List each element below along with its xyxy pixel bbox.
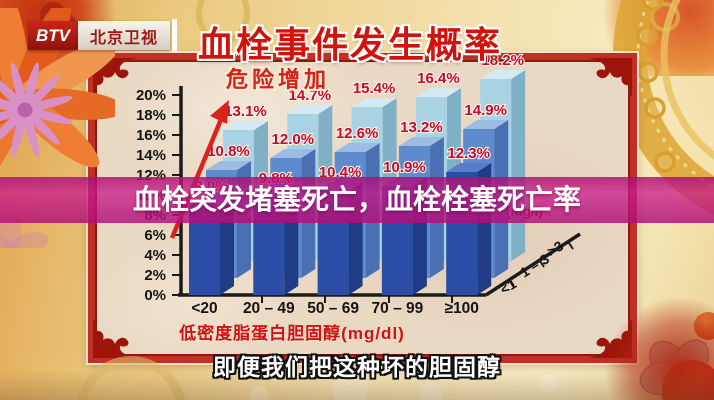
- btv-logo: BTV: [28, 21, 78, 50]
- broadcaster-logo: BTV 北京卫视: [28, 19, 177, 52]
- logo-divider-bar: [172, 19, 177, 52]
- caption-text: 即便我们把这种坏的胆固醇: [213, 354, 501, 380]
- page-title: 血栓事件发生概率: [197, 24, 502, 65]
- bokeh-light: [250, 386, 268, 400]
- bokeh-light: [332, 372, 368, 400]
- cloud-scroll-corner-ornament: [93, 58, 139, 96]
- subtitle-text: 血栓突发堵塞死亡，血栓栓塞死亡率: [132, 184, 581, 215]
- risk-increase-annotation: 危险增加: [226, 67, 331, 92]
- cloud-scroll-corner-ornament: [586, 58, 632, 96]
- channel-name: 北京卫视: [78, 21, 170, 50]
- cloud-scroll-corner-ornament: [93, 320, 139, 358]
- bokeh-light: [420, 382, 442, 400]
- subtitle-overlay-band: 血栓突发堵塞死亡，血栓栓塞死亡率: [0, 177, 714, 223]
- x-axis-title: 低密度脂蛋白胆固醇(mg/dl): [179, 324, 405, 343]
- bokeh-light: [540, 374, 558, 392]
- gold-ring-decoration: [196, 0, 250, 44]
- bottom-vignette: [0, 370, 714, 400]
